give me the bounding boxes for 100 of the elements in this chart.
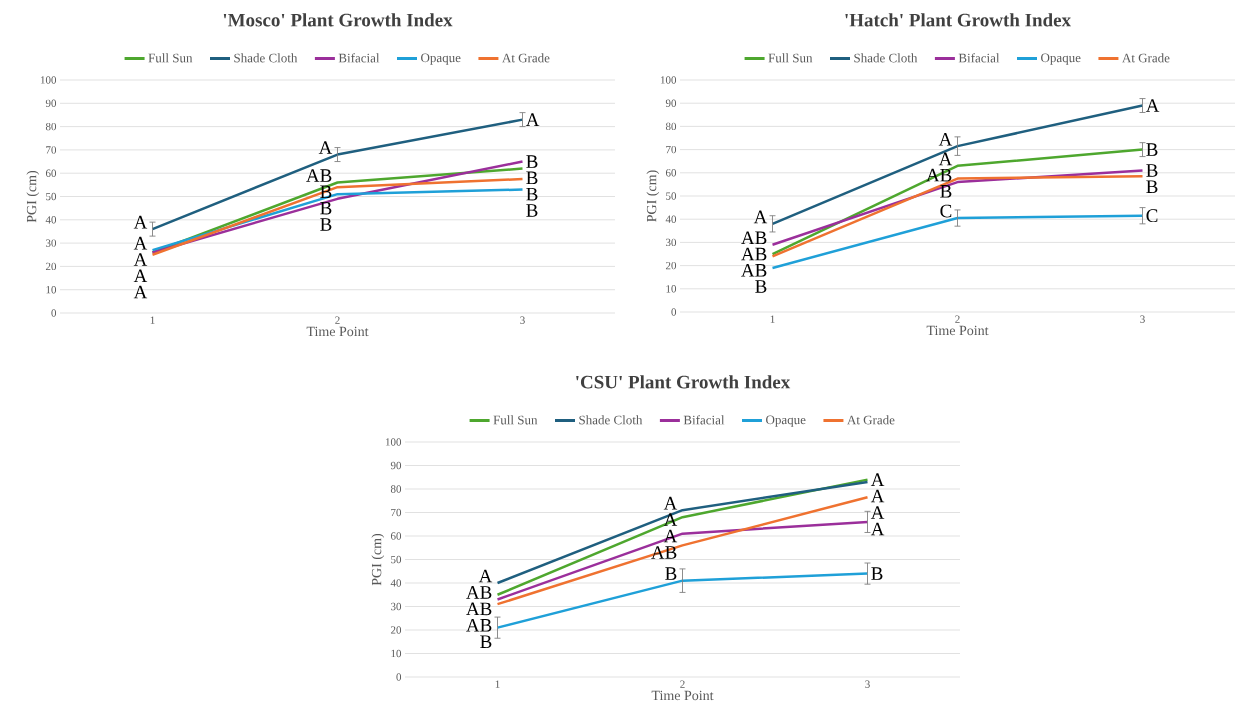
annotation: B [1146,164,1158,177]
annotation: B [526,171,538,185]
y-tick-label: 50 [666,192,677,200]
x-tick-label: 3 [520,316,525,324]
legend-label: Bifacial [958,53,1000,63]
y-tick-label: 30 [666,238,677,247]
annotation: A [133,236,148,250]
legend-label: Full Sun [148,53,193,63]
annotation: A [525,113,540,126]
y-tick-label: 60 [45,169,57,177]
y-tick-label: 80 [45,122,57,131]
legend-label: Bifacial [683,415,725,425]
y-tick-label: 80 [390,485,402,493]
y-tick-label: 90 [45,99,57,108]
annotation: A [938,132,953,146]
x-tick-label: 3 [1140,315,1145,323]
annotation: A [318,141,333,154]
chart-title: 'CSU' Plant Growth Index [576,375,791,389]
annotation: AB [466,602,492,616]
y-tick-label: 0 [396,673,402,681]
y-tick-label: 20 [665,261,677,270]
y-tick-label: 90 [665,99,677,107]
legend-label: Opaque [1041,53,1081,65]
annotation: A [133,215,148,229]
annotation: A [1145,99,1160,112]
chart-title: 'Mosco' Plant Growth Index [223,13,453,27]
y-tick-label: 80 [665,122,677,131]
annotation: B [755,280,767,293]
y-tick-label: 40 [390,579,402,587]
x-axis-title: Time Point [306,326,369,337]
annotation: B [871,567,883,580]
y-tick-label: 30 [391,602,402,611]
x-tick-label: 2 [680,680,685,688]
y-tick-label: 50 [391,555,402,564]
legend-label: Full Sun [768,53,813,63]
y-tick-label: 100 [660,76,677,84]
x-tick-label: 2 [955,315,960,323]
annotation: AB [466,586,492,599]
annotation: AB [466,619,492,632]
y-tick-label: 70 [391,508,402,517]
annotation: B [1146,143,1158,156]
legend-label: Shade Cloth [234,53,298,63]
annotation: AB [741,263,767,277]
x-axis-title: Time Point [926,325,989,336]
y-tick-label: 70 [46,146,57,154]
annotation: B [940,185,952,198]
y-tick-label: 40 [45,216,57,224]
annotation: AB [741,231,767,245]
y-axis-title: PGI (cm) [371,533,385,586]
annotation: B [526,187,538,201]
x-tick-label: 2 [335,316,340,324]
y-tick-label: 60 [665,169,677,177]
y-tick-label: 20 [390,626,402,634]
y-tick-label: 50 [46,192,57,201]
x-tick-label: 1 [150,316,155,324]
annotation: C [1146,209,1158,223]
annotation: B [526,155,538,168]
annotation: A [663,496,678,510]
annotation: A [938,152,953,166]
x-tick-label: 3 [865,680,870,688]
annotation: C [940,204,952,218]
y-axis-title: PGI (cm) [26,170,40,223]
y-tick-label: 20 [45,262,57,271]
legend-label: At Grade [502,53,550,63]
y-tick-label: 0 [671,308,677,316]
y-tick-label: 40 [665,215,677,223]
annotation: A [870,473,885,486]
annotation: A [133,269,148,282]
y-axis-title: PGI (cm) [646,170,660,222]
annotation: B [320,201,332,215]
annotation: AB [306,169,332,182]
legend-label: At Grade [847,415,895,425]
annotation: B [665,567,677,580]
y-tick-label: 10 [46,286,57,294]
annotation: B [480,635,492,649]
y-tick-label: 60 [390,532,402,540]
y-tick-label: 0 [51,309,57,317]
chart-title: 'Hatch' Plant Growth Index [845,13,1071,27]
annotation: A [753,210,768,224]
y-tick-label: 10 [666,285,677,293]
legend-label: Opaque [766,415,806,427]
annotation: A [478,569,493,583]
annotation: A [133,253,148,266]
annotation: A [870,506,885,519]
annotation: AB [741,247,767,261]
y-tick-label: 30 [46,239,57,247]
annotation: B [526,204,538,217]
y-tick-label: 90 [390,461,402,470]
annotation: B [320,218,332,231]
y-tick-label: 70 [666,145,677,154]
y-tick-label: 100 [40,76,57,84]
annotation: A [870,489,885,503]
legend-label: Bifacial [338,53,380,63]
annotation: A [133,285,148,299]
legend-label: Shade Cloth [579,415,643,425]
legend-label: Shade Cloth [854,53,918,63]
legend-label: Full Sun [493,415,538,425]
y-tick-label: 100 [385,438,402,446]
x-tick-label: 1 [495,680,500,688]
x-tick-label: 1 [770,315,775,323]
